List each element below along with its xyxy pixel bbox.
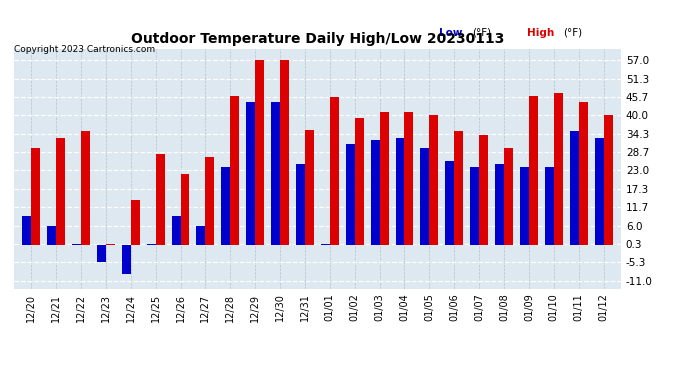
Bar: [305, 130, 314, 245]
Bar: [545, 167, 554, 245]
Bar: [470, 167, 479, 245]
Bar: [97, 245, 106, 262]
Bar: [355, 118, 364, 245]
Bar: [520, 167, 529, 245]
Bar: [554, 93, 563, 245]
Bar: [72, 244, 81, 245]
Bar: [404, 112, 413, 245]
Bar: [604, 115, 613, 245]
Bar: [106, 244, 115, 245]
Bar: [346, 144, 355, 245]
Bar: [255, 60, 264, 245]
Bar: [296, 164, 305, 245]
Bar: [445, 160, 454, 245]
Bar: [495, 164, 504, 245]
Text: Copyright 2023 Cartronics.com: Copyright 2023 Cartronics.com: [14, 45, 155, 54]
Bar: [371, 140, 380, 245]
Text: Low: Low: [439, 27, 462, 38]
Bar: [22, 216, 31, 245]
Bar: [81, 132, 90, 245]
Text: (°F): (°F): [472, 27, 491, 38]
Title: Outdoor Temperature Daily High/Low 20230113: Outdoor Temperature Daily High/Low 20230…: [130, 32, 504, 46]
Bar: [504, 148, 513, 245]
Bar: [47, 225, 56, 245]
Bar: [420, 148, 429, 245]
Bar: [479, 135, 488, 245]
Bar: [156, 154, 165, 245]
Bar: [221, 167, 230, 245]
Bar: [131, 200, 139, 245]
Bar: [206, 158, 215, 245]
Bar: [147, 244, 156, 245]
Text: High: High: [527, 27, 554, 38]
Text: (°F): (°F): [563, 27, 582, 38]
Bar: [380, 112, 388, 245]
Bar: [172, 216, 181, 245]
Bar: [395, 138, 404, 245]
Bar: [197, 225, 206, 245]
Bar: [570, 132, 579, 245]
Bar: [595, 138, 604, 245]
Bar: [246, 102, 255, 245]
Bar: [230, 96, 239, 245]
Bar: [56, 138, 65, 245]
Bar: [122, 245, 131, 274]
Bar: [454, 132, 463, 245]
Bar: [429, 115, 438, 245]
Bar: [579, 102, 588, 245]
Bar: [31, 148, 40, 245]
Bar: [271, 102, 280, 245]
Bar: [280, 60, 289, 245]
Bar: [181, 174, 190, 245]
Bar: [321, 244, 330, 245]
Bar: [529, 96, 538, 245]
Bar: [330, 97, 339, 245]
